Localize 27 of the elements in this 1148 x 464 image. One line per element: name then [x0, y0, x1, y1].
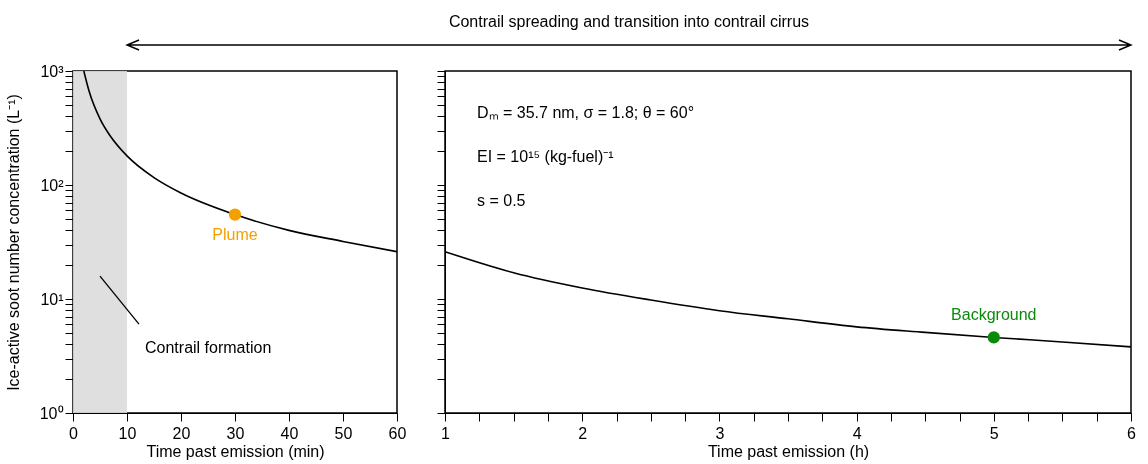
- x-tick-label: 1: [441, 424, 451, 442]
- x-tick-label: 4: [852, 424, 862, 442]
- x-tick-label: 40: [280, 424, 299, 442]
- y-tick-label: 10¹: [40, 290, 64, 308]
- x-tick-label: 10: [118, 424, 137, 442]
- y-tick-label: 10⁰: [39, 404, 64, 422]
- annotation: s = 0.5: [477, 192, 526, 209]
- series-label: Background: [951, 306, 1037, 324]
- x-tick-label: 60: [388, 424, 407, 442]
- x-tick-label: 6: [1127, 424, 1137, 442]
- x-axis-title: Time past emission (h): [707, 442, 870, 460]
- y-tick-label: 10²: [40, 176, 65, 194]
- x-axis-title: Time past emission (min): [146, 442, 325, 460]
- x-tick-label: 2: [578, 424, 588, 442]
- annotation: EI = 10¹⁵ (kg-fuel)⁻¹: [477, 148, 614, 165]
- band-label: Contrail formation: [145, 339, 272, 357]
- x-tick-label: 50: [334, 424, 353, 442]
- x-tick-label: 20: [172, 424, 191, 442]
- x-tick-label: 0: [69, 424, 79, 442]
- x-tick-label: 30: [226, 424, 245, 442]
- y-axis-title: Ice-active soot number concentration (L⁻¹): [4, 94, 22, 391]
- text: Contrail spreading and transition into contrail cirrus: [447, 13, 811, 31]
- y-tick-label: 10³: [40, 62, 65, 80]
- annotation: Dₘ = 35.7 nm, σ = 1.8; θ = 60°: [477, 104, 695, 121]
- x-tick-label: 5: [989, 424, 999, 442]
- x-tick-label: 3: [715, 424, 725, 442]
- series-label: Plume: [212, 225, 258, 243]
